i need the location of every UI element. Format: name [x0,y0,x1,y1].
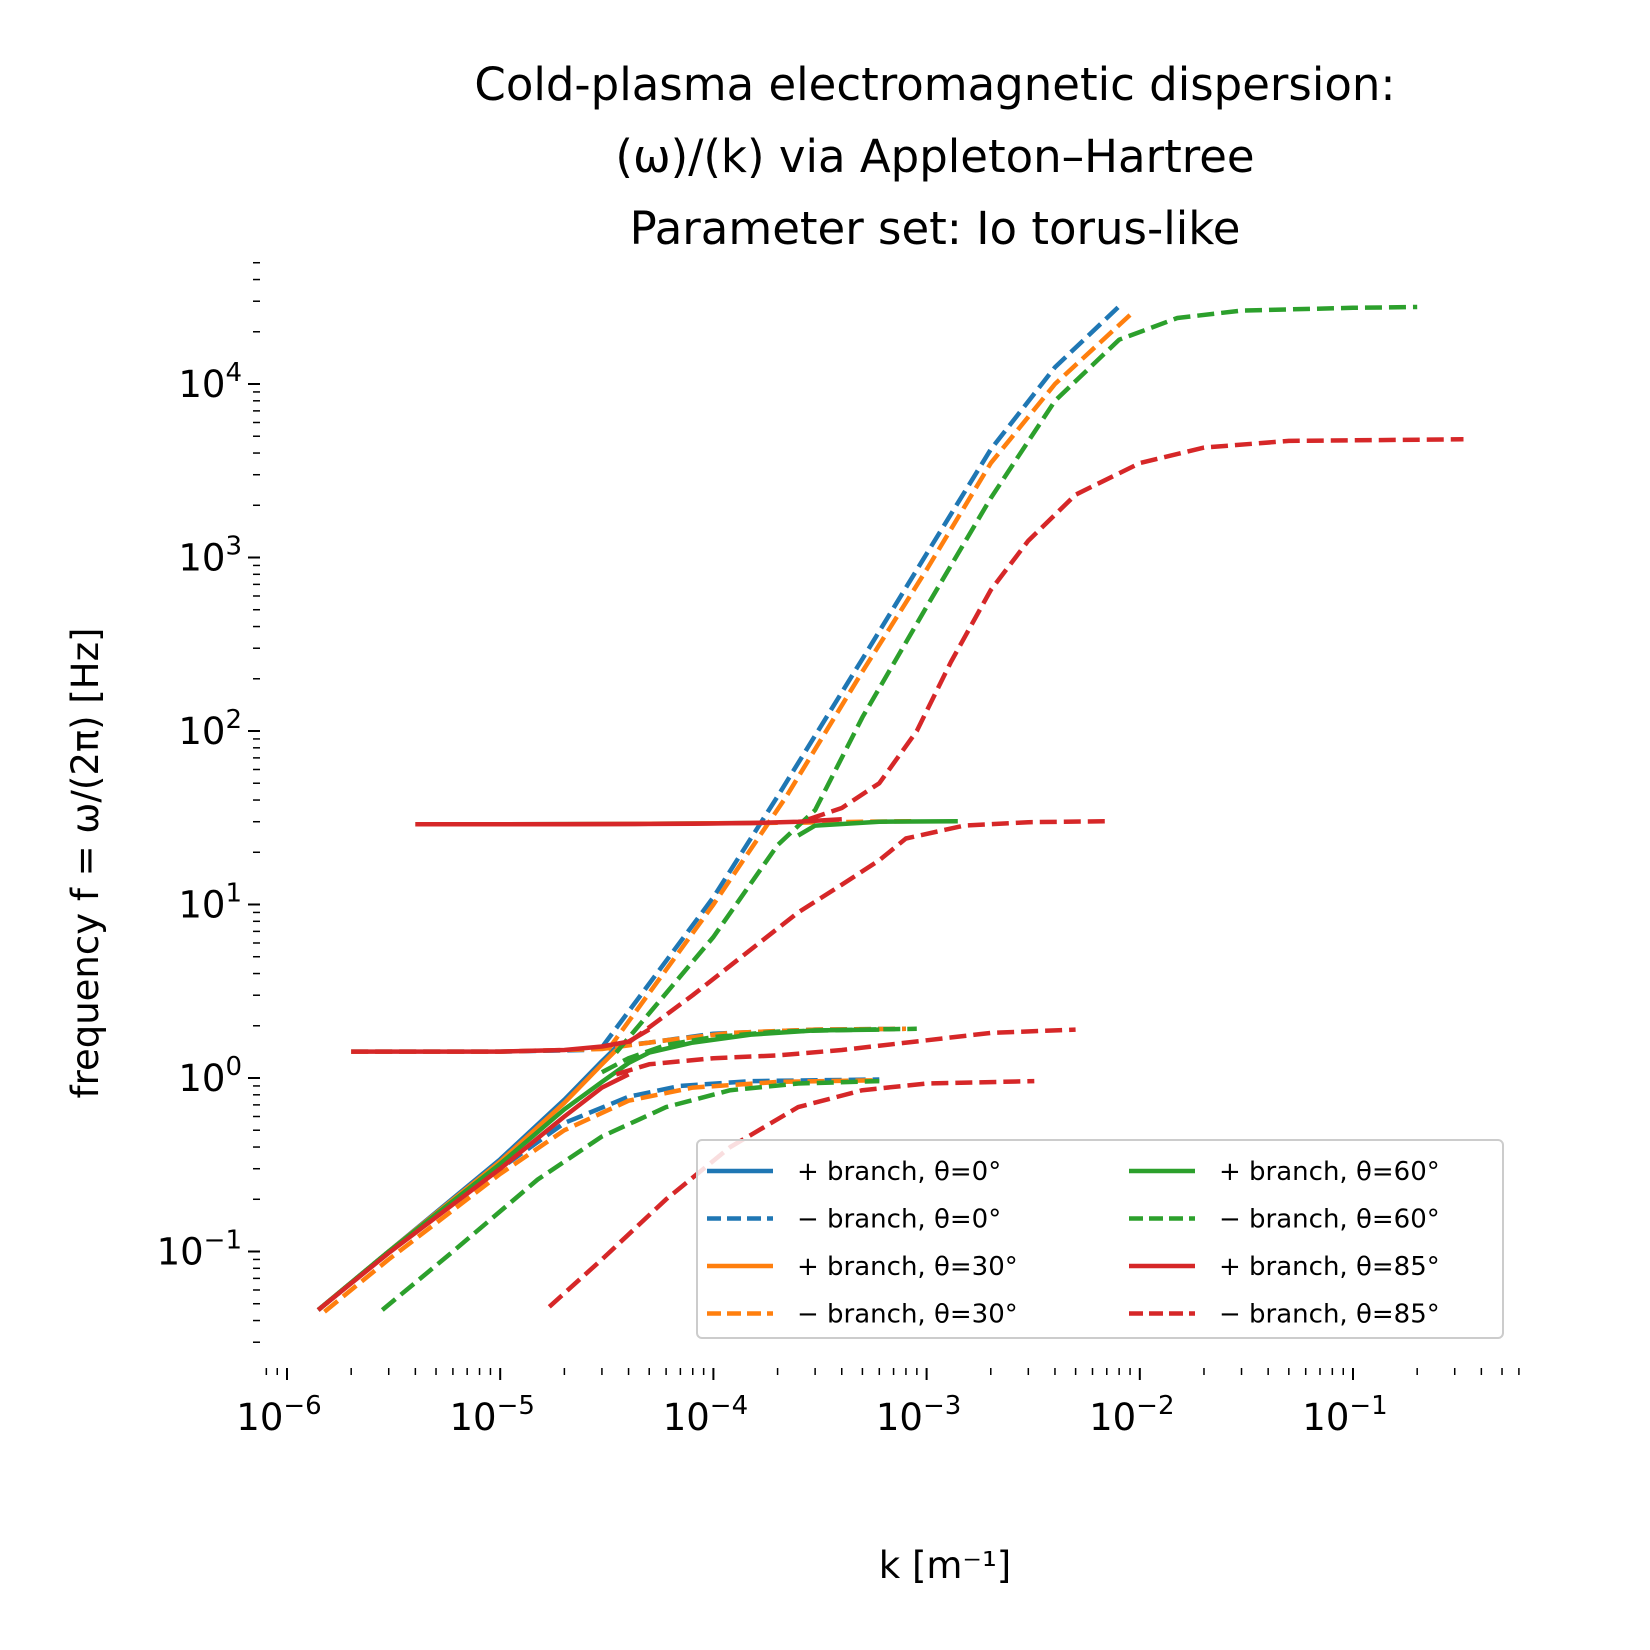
x-tick-label-base: 10 [876,1396,923,1439]
x-tick-label-base: 10 [663,1396,710,1439]
title-line-3: Parameter set: Io torus-like [630,202,1241,255]
y-tick-label-base: 10 [178,537,225,580]
x-tick-label-exponent: −1 [1349,1391,1387,1421]
x-tick-label-exponent: −2 [1136,1391,1174,1421]
y-tick-label-exponent: 1 [225,879,242,909]
series-layer [316,304,1464,1314]
y-tick-label-exponent: 0 [225,1052,242,1082]
series-line [415,816,842,827]
y-tick-label: 104 [178,358,242,406]
legend-label: − branch, θ=60° [1219,1205,1440,1235]
y-tick-label: 100 [178,1052,242,1100]
series-line [807,437,1464,822]
title-line-2: (ω)/(k) via Appleton–Hartree [615,130,1254,183]
y-tick-label: 103 [178,532,242,580]
series-line [380,1078,880,1312]
legend-item: + branch, θ=30° [707,1252,1018,1282]
x-tick-label-base: 10 [1089,1396,1136,1439]
x-tick-label-exponent: −3 [923,1391,961,1421]
x-tick-label-exponent: −4 [710,1391,748,1421]
x-tick-label: 10−4 [663,1391,748,1439]
x-tick-label-base: 10 [1302,1396,1349,1439]
series-line [547,1078,1035,1309]
series-line [627,818,1107,1045]
series-5 [380,304,1418,1312]
x-tick-label: 10−6 [236,1391,321,1439]
series-line [600,304,1121,1049]
y-tick-label-base: 10 [178,884,225,927]
y-tick-label-base: 10 [157,1231,204,1274]
y-tick-label-exponent: 3 [225,532,242,562]
legend-label: − branch, θ=30° [797,1300,1018,1330]
x-tick-label-base: 10 [236,1396,283,1439]
legend-label: + branch, θ=0° [797,1157,1001,1187]
x-axis-label: k [m⁻¹] [879,1544,1011,1587]
series-line [316,1072,630,1312]
series-7 [547,437,1464,1309]
series-line [606,313,1132,1052]
chart-title: Cold-plasma electromagnetic dispersion: … [474,58,1395,255]
x-tick-label-exponent: −5 [497,1391,535,1421]
series-line [615,1027,1076,1077]
legend-item: + branch, θ=0° [707,1157,1001,1187]
legend-item: − branch, θ=85° [1129,1300,1440,1330]
x-tick-label-exponent: −6 [283,1391,321,1421]
legend: + branch, θ=0° − branch, θ=0° + branch, θ=… [696,1139,1504,1339]
legend-item: − branch, θ=60° [1129,1205,1440,1235]
legend-item: + branch, θ=85° [1129,1252,1440,1282]
y-tick-label: 102 [178,705,242,753]
legend-label: − branch, θ=0° [797,1205,1001,1235]
series-line [797,818,958,838]
y-tick-label-base: 10 [178,710,225,753]
y-tick-label-exponent: −1 [204,1226,242,1256]
x-tick-label: 10−2 [1089,1391,1174,1439]
y-tick-label-base: 10 [178,1057,225,1100]
legend-box [696,1139,1504,1339]
legend-label: + branch, θ=85° [1219,1252,1440,1282]
x-axis: 10−6 10−5 10−4 10−3 10−2 10−1 [236,1368,1520,1439]
x-tick-label: 10−1 [1302,1391,1387,1439]
legend-label: − branch, θ=85° [1219,1300,1440,1330]
x-tick-label: 10−5 [449,1391,534,1439]
legend-label: + branch, θ=60° [1219,1157,1440,1187]
x-tick-label-base: 10 [449,1396,496,1439]
series-line [323,1078,880,1314]
y-tick-label: 10−1 [157,1226,242,1274]
series-line [316,1077,880,1312]
y-tick-label-base: 10 [178,363,225,406]
y-tick-label: 101 [178,879,242,927]
x-tick-label: 10−3 [876,1391,961,1439]
legend-item: − branch, θ=0° [707,1205,1001,1235]
legend-item: − branch, θ=30° [707,1300,1018,1330]
y-axis-label: frequency f = ω/(2π) [Hz] [64,628,107,1099]
y-tick-label-exponent: 2 [225,705,242,735]
legend-item: + branch, θ=60° [1129,1157,1440,1187]
legend-label: + branch, θ=30° [797,1252,1018,1282]
y-tick-label-exponent: 4 [225,358,242,388]
series-line [600,1026,917,1075]
series-line [614,304,1418,1055]
title-line-1: Cold-plasma electromagnetic dispersion: [474,58,1395,111]
